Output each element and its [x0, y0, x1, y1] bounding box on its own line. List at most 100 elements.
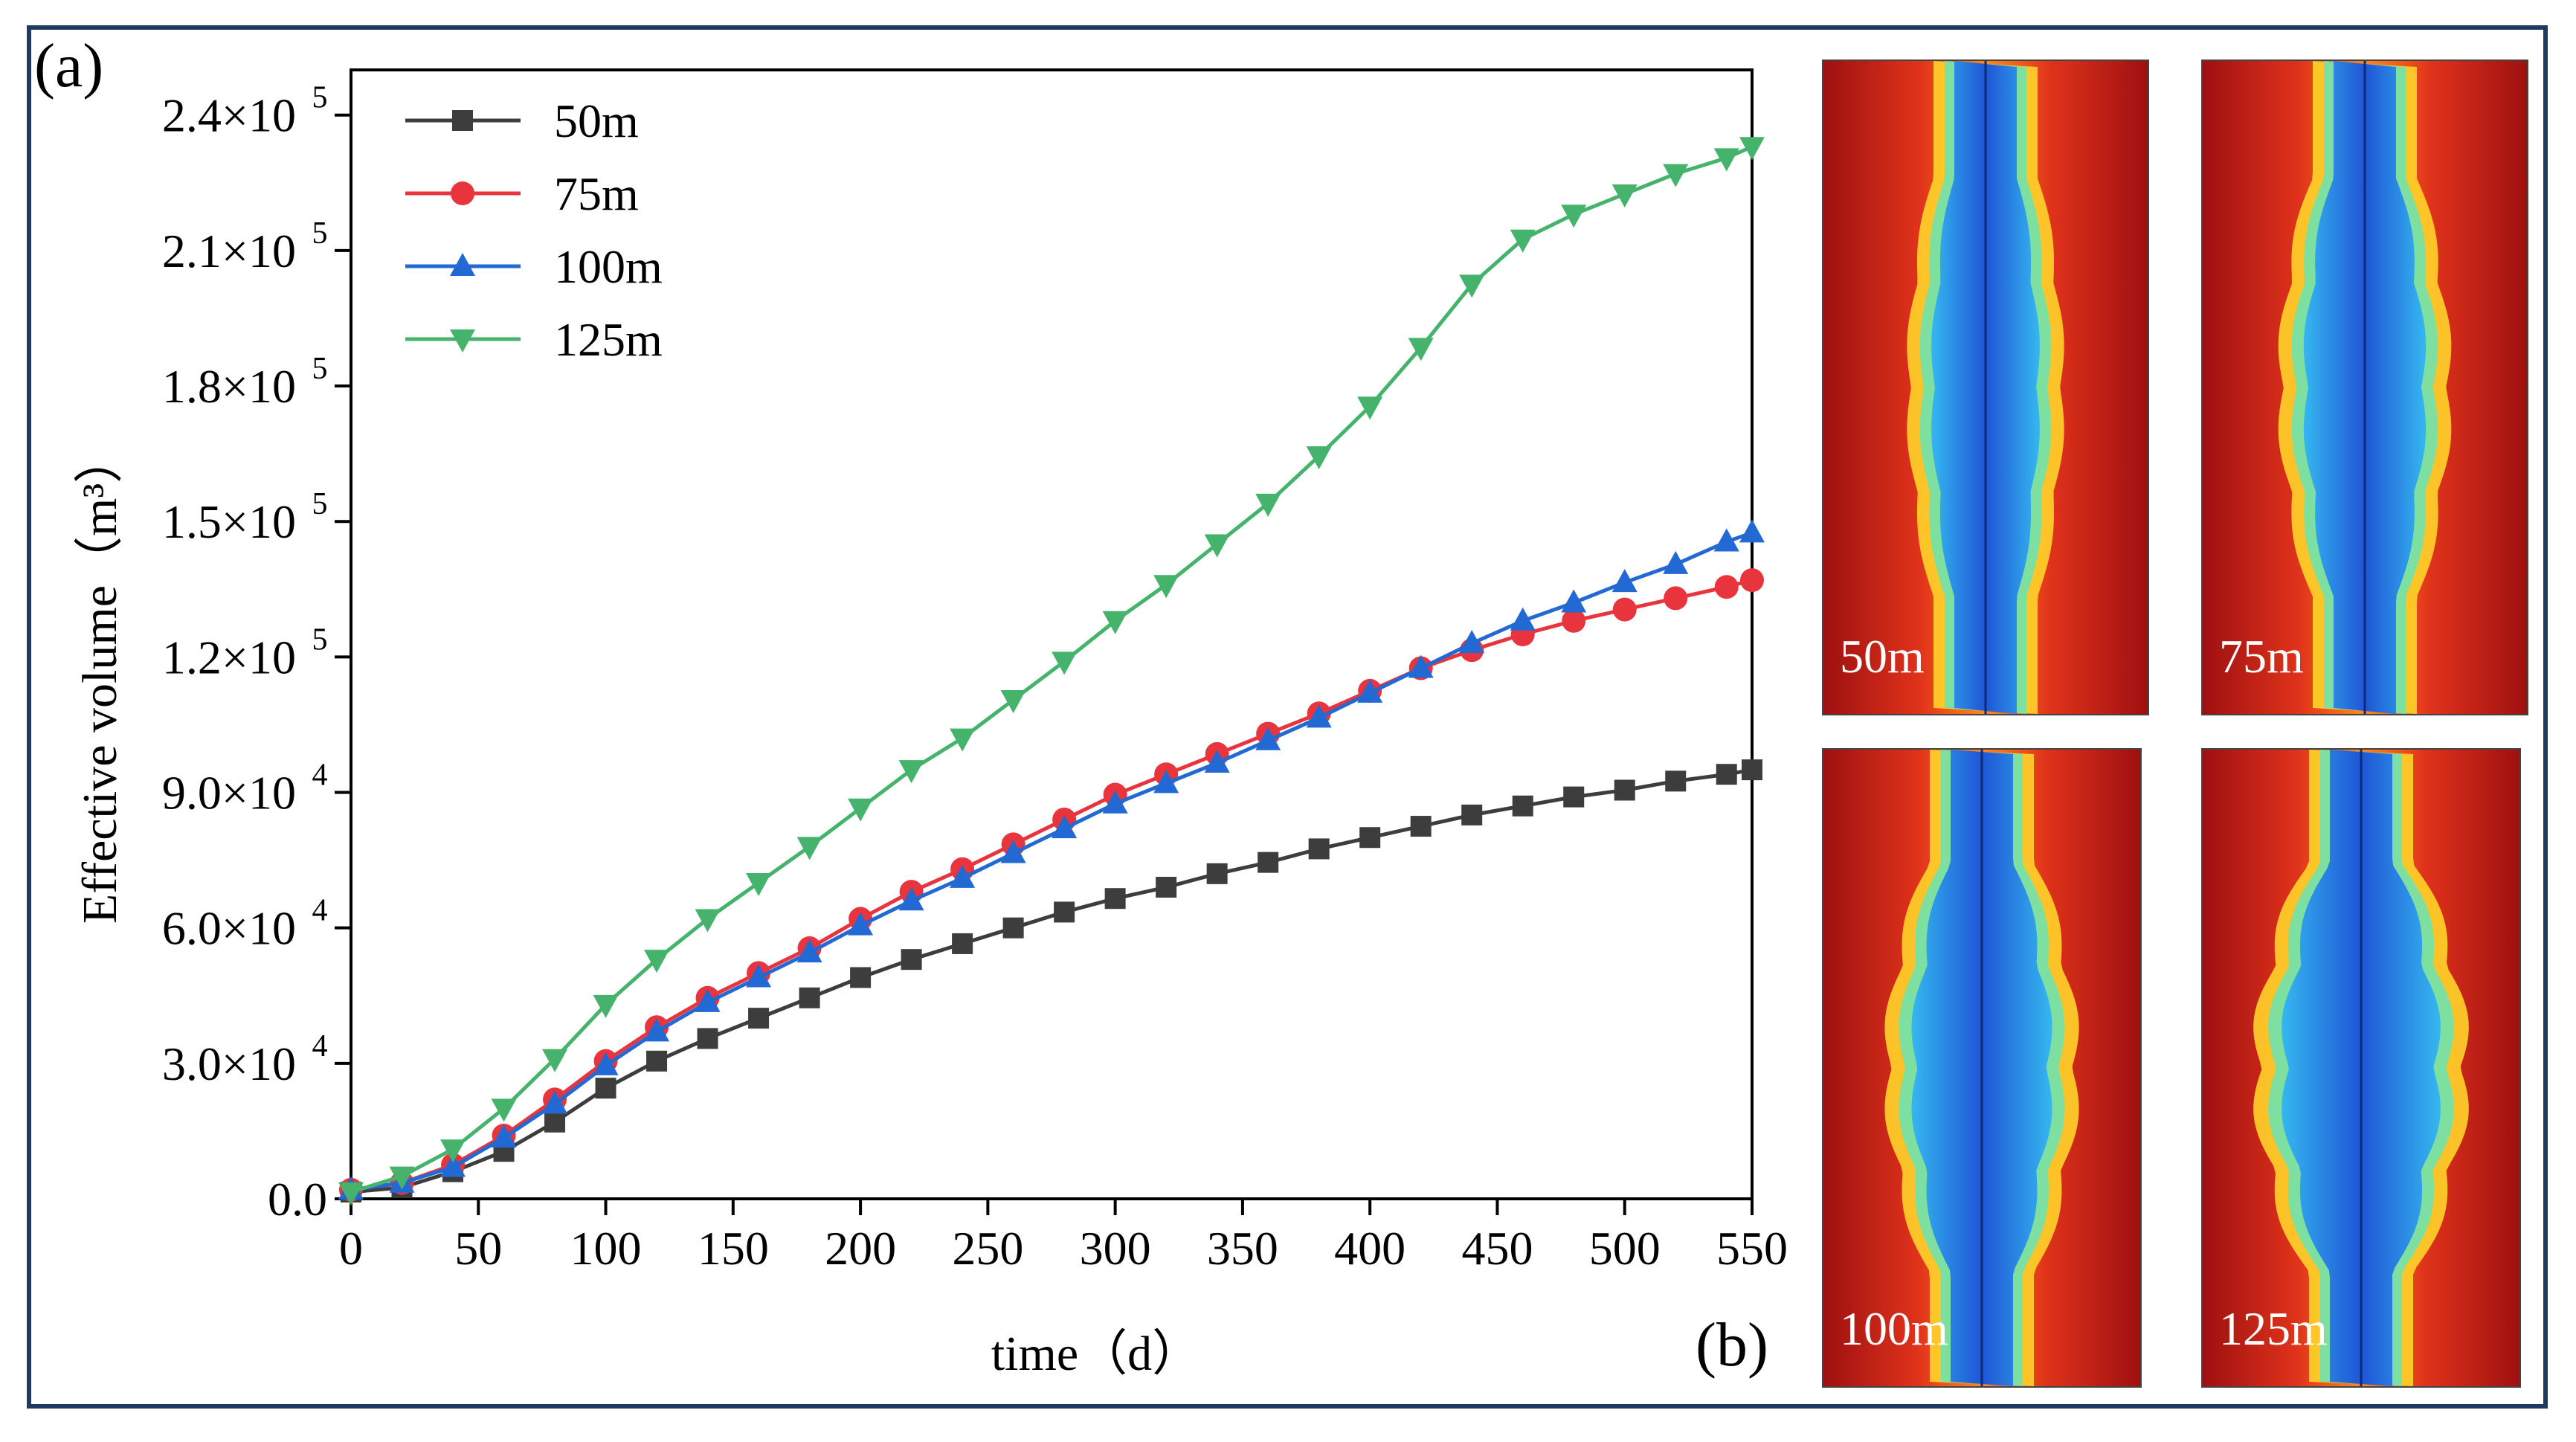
y-tick-exponent: 5	[312, 487, 328, 521]
data-point	[644, 1018, 670, 1042]
data-point	[595, 1078, 616, 1099]
data-point	[1153, 770, 1179, 794]
data-point	[1102, 611, 1128, 634]
data-point	[593, 994, 619, 1018]
data-point	[746, 872, 772, 896]
data-point	[389, 1166, 415, 1190]
data-point	[1663, 164, 1689, 187]
legend-marker	[450, 253, 475, 276]
data-point	[1102, 790, 1128, 814]
y-tick-label: 3.0×10	[162, 1037, 296, 1090]
data-point	[898, 887, 924, 911]
y-tick-label: 1.2×10	[162, 631, 296, 683]
data-point	[1308, 838, 1330, 860]
data-point	[1204, 534, 1230, 558]
data-point	[1255, 727, 1281, 750]
x-tick-label: 100	[570, 1222, 642, 1275]
x-tick-label: 150	[698, 1222, 769, 1275]
series-50m	[341, 759, 1762, 1203]
y-tick-exponent: 4	[312, 759, 328, 793]
map-panel-125m: 125m	[2201, 748, 2521, 1388]
data-point	[593, 1052, 619, 1075]
y-tick-exponent: 5	[312, 81, 328, 115]
legend-marker	[450, 329, 475, 353]
x-tick-label: 200	[825, 1222, 896, 1275]
data-point	[542, 1090, 568, 1114]
data-point	[1713, 528, 1739, 552]
data-point	[1104, 888, 1126, 910]
data-point	[1408, 654, 1434, 678]
data-point	[1156, 877, 1177, 898]
data-point	[491, 1124, 517, 1148]
mixing-zone-image	[2203, 750, 2519, 1386]
x-tick-label: 50	[454, 1222, 502, 1275]
legend-label: 100m	[554, 240, 663, 293]
data-point	[695, 909, 721, 933]
data-point	[1459, 274, 1485, 298]
data-point	[1740, 568, 1764, 593]
data-point	[1153, 575, 1179, 599]
data-point	[1000, 690, 1026, 714]
legend-label: 50m	[554, 94, 639, 147]
data-point	[1713, 148, 1739, 172]
data-point	[1739, 519, 1765, 543]
data-point	[1663, 550, 1689, 574]
figure-frame	[27, 25, 2548, 1409]
data-point	[1255, 493, 1281, 517]
data-point	[1716, 764, 1737, 785]
y-tick-label: 9.0×10	[162, 767, 296, 820]
x-tick-label: 350	[1207, 1222, 1278, 1275]
data-point	[1052, 651, 1078, 675]
map-label: 75m	[2219, 630, 2304, 683]
x-tick-label: 400	[1334, 1222, 1405, 1275]
y-tick-label: 2.1×10	[162, 225, 296, 277]
legend-marker	[451, 181, 474, 205]
data-point	[901, 949, 922, 971]
y-tick-exponent: 5	[312, 622, 328, 657]
map-label: 125m	[2219, 1302, 2328, 1355]
mixing-zone-image	[1823, 750, 2140, 1386]
data-point	[1000, 840, 1026, 863]
series-125m	[338, 137, 1765, 1206]
map-panel-50m: 50m	[1822, 59, 2149, 715]
map-panel-75m: 75m	[2201, 59, 2528, 715]
data-point	[644, 950, 670, 973]
plot-area	[350, 68, 1754, 1200]
mixing-zone-image	[1823, 61, 2148, 714]
series-100m	[338, 519, 1765, 1200]
map-label: 100m	[1840, 1302, 1948, 1355]
data-point	[1561, 589, 1587, 613]
mixing-zone-image	[2203, 61, 2527, 714]
data-point	[1664, 586, 1688, 611]
y-tick-label: 6.0×10	[162, 902, 296, 955]
y-tick-exponent: 4	[312, 1029, 328, 1063]
data-point	[1052, 815, 1078, 839]
data-point	[952, 933, 973, 954]
data-point	[1410, 816, 1432, 837]
data-point	[440, 1139, 466, 1163]
data-point	[1561, 205, 1587, 228]
y-axis-label: Effective volume（m³）	[73, 434, 127, 924]
data-point	[1611, 184, 1638, 207]
legend: 50m 75m 100m 125m	[405, 94, 663, 366]
data-point	[1612, 597, 1637, 622]
data-point	[1306, 704, 1332, 728]
data-point	[1357, 679, 1383, 703]
x-tick-label: 500	[1589, 1222, 1661, 1275]
data-point	[950, 864, 976, 888]
data-point	[796, 837, 822, 860]
x-tick-label: 550	[1716, 1222, 1788, 1275]
data-point	[1204, 750, 1230, 773]
data-point	[544, 1111, 566, 1133]
data-point	[1002, 917, 1024, 939]
data-point	[1512, 795, 1533, 817]
data-point	[898, 760, 924, 784]
data-point	[1714, 575, 1739, 599]
x-tick-label: 0	[339, 1222, 363, 1275]
data-point	[1739, 137, 1765, 161]
data-point	[1408, 338, 1434, 361]
y-tick-label: 0.0	[268, 1173, 327, 1226]
panel-b-label: (b)	[1696, 1310, 1768, 1380]
data-point	[799, 987, 820, 1008]
